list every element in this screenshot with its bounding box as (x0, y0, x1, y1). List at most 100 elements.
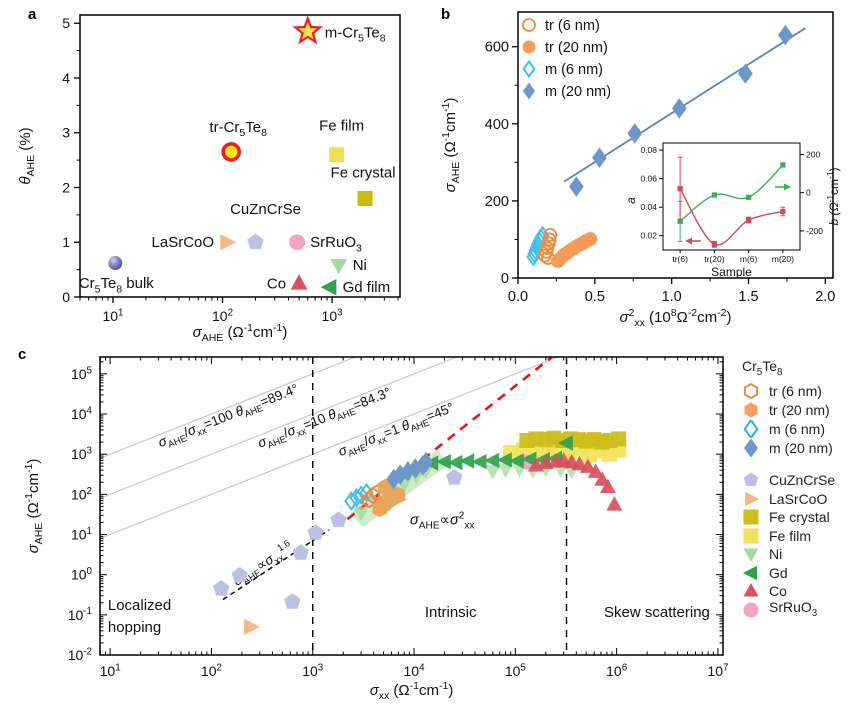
CuZnCrSe-marker (231, 566, 248, 583)
square-icon-marker (743, 509, 759, 525)
panel-b-legend-label: m (20 nm) (545, 84, 611, 100)
legend-item-gd: Gd (742, 563, 835, 582)
panel-b-legend: tr (6 nm) tr (20 nm) m (6 nm) m (20 nm) (522, 18, 611, 100)
m-20nm-marker (778, 24, 793, 46)
legend-label: tr (20 nm) (769, 402, 830, 419)
panel-a-y-tick: 4 (62, 70, 70, 86)
legend-item-m-6-nm-: m (6 nm) (742, 420, 835, 439)
legend-tr (6 nm)-marker (522, 18, 536, 32)
power-1.6-label: σAHE∝σxx1.6 (229, 538, 297, 592)
legend-label: Gd (769, 564, 788, 581)
region-label-intrinsic: Intrinsic (425, 604, 477, 621)
CuZnCrSe-marker (284, 593, 301, 609)
left-arrow-icon (685, 237, 692, 245)
legend-item-cuzncrse: CuZnCrSe (742, 471, 835, 490)
CuZnCrSe-marker (292, 544, 309, 560)
pentagon-icon-marker (743, 472, 759, 487)
m-20nm-marker (738, 63, 753, 84)
power-2-line (346, 355, 553, 521)
series-tr-20nm (372, 478, 406, 518)
Co-marker (594, 471, 611, 486)
triangle-down-icon-marker (743, 548, 759, 563)
legend-label: Ni (769, 546, 783, 563)
tr-6nm-marker (543, 227, 558, 242)
diamond-icon-marker (743, 420, 759, 439)
ni-marker (330, 258, 348, 275)
panel-c-x-tick: 105 (505, 662, 527, 679)
cr5te8-bulk-label: Cr5Te8 bulk (79, 275, 155, 295)
inset-right-label: b (Ω-1cm-1) (825, 167, 841, 225)
panel-a-axes: 101 102 103 0 1 2 3 4 5 (62, 14, 401, 324)
legend-tr (20 nm)-marker (522, 40, 536, 54)
legend-m (20 nm)-marker (522, 82, 536, 100)
series-tr-20nm (550, 232, 598, 269)
panel-b-y-label: σAHE (Ω-1cm-1) (440, 98, 462, 193)
Gd-marker (447, 454, 463, 471)
panel-c-axes: 101 102 103 104 105 106 107 10-2 10-1 100 101 102 10… (68, 356, 728, 679)
lasrcoo-marker (220, 234, 237, 251)
legend-m (6 nm)-marker (522, 59, 536, 79)
legend-label: m (6 nm) (769, 421, 825, 438)
legend-label: tr (6 nm) (769, 383, 822, 400)
m-Cr5Te8-label: m-Cr5Te8 (325, 24, 386, 44)
legend-label: SrRuO3 (769, 599, 818, 620)
LaSrCoO-marker (244, 618, 260, 636)
square-icon-marker (743, 528, 759, 544)
co-marker (290, 274, 308, 290)
series-m-6nm (344, 482, 374, 511)
m-20nm-marker (418, 451, 434, 473)
CuZnCrSe-marker (213, 579, 230, 596)
fe-film-marker (329, 147, 345, 163)
panel-c-x-tick: 106 (606, 662, 628, 679)
series-CuZnCrSe (213, 469, 463, 609)
panel-b-y-tick: 600 (485, 40, 509, 56)
tr-20nm-marker (390, 486, 406, 504)
panel-b-x-label: σ2xx (108Ω-2cm-2) (620, 307, 732, 329)
panel-b-axes: 0.0 0.5 1.0 1.5 2.0 0 200 400 600 (485, 11, 835, 305)
cuzncrse-marker (247, 233, 264, 250)
m-Cr5Te8-marker (292, 15, 324, 45)
m-6nm-marker (344, 491, 359, 511)
inset-left-tick: 0.06 (640, 174, 657, 184)
series-m-20nm (569, 24, 793, 197)
Co-marker (587, 463, 604, 478)
gd-film-marker (320, 278, 337, 296)
legend-label: Co (769, 583, 787, 600)
panel-c-x-tick: 104 (404, 662, 426, 679)
gd-film-label: Gd film (343, 279, 391, 296)
panel-b-x-tick: 1.0 (662, 289, 682, 305)
ni-label: Ni (353, 257, 367, 274)
Gd-marker (508, 453, 524, 469)
panel-c-y-tick: 104 (71, 405, 93, 422)
legend-label: Fe crystal (769, 509, 830, 526)
Gd-marker (471, 453, 487, 470)
srruo3-label: SrRuO3 (310, 234, 362, 254)
inset-x-tick: tr(20) (704, 254, 724, 264)
cuzncrse-label: CuZnCrSe (230, 201, 301, 218)
series-tr-6nm (537, 227, 558, 265)
fe-film-label: Fe film (319, 118, 364, 135)
legend-item-srruo-3-: SrRuO3 (742, 600, 835, 619)
panel-c-letter: c (18, 346, 27, 363)
panel-c-y-tick: 100 (71, 566, 93, 583)
panel-b-y-tick: 0 (501, 271, 509, 287)
inset-x-label: Sample (711, 265, 752, 279)
Co-marker (571, 455, 588, 471)
triangle-left-icon-marker (742, 565, 757, 580)
hexagon-icon-marker (743, 383, 759, 400)
legend-label: CuZnCrSe (769, 472, 836, 489)
Co-marker (606, 496, 623, 511)
hexagon-icon-marker (744, 402, 758, 418)
legend-item-tr-20-nm-: tr (20 nm) (742, 401, 835, 420)
panel-b-legend-label: m (6 nm) (545, 62, 603, 78)
m-20nm-marker (627, 123, 643, 144)
panel-b-y-tick: 200 (485, 194, 509, 210)
panel-a-x-label: σAHE (Ω-1cm-1) (193, 322, 288, 344)
region-label-localized-hopping: hopping (108, 619, 161, 636)
triangle-right-icon-marker (745, 491, 760, 506)
panel-a-y-tick: 2 (62, 179, 70, 195)
inset-left-tick: 0.08 (640, 145, 657, 155)
legend-label: Fe film (769, 527, 811, 544)
panel-b-x-tick: 0.5 (585, 289, 605, 305)
